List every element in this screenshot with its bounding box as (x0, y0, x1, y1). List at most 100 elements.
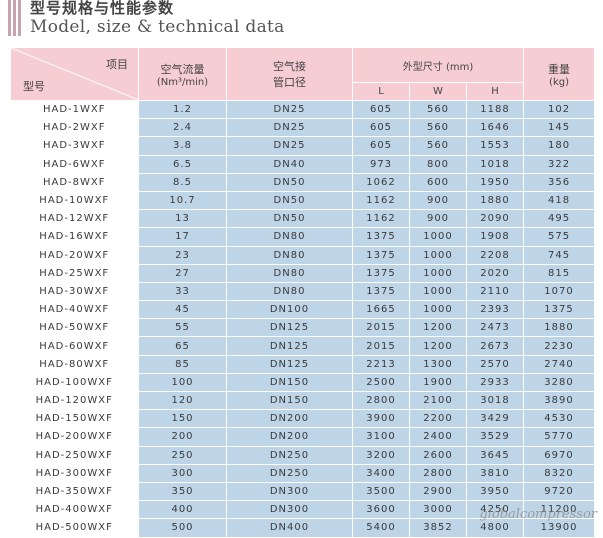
corner-bottom-label: 型号 (23, 80, 45, 93)
spec-table: 项目 型号 空气流量 (Nm³/min) 空气接 管口径 外型尺寸 (mm) 重… (10, 47, 596, 538)
cell-width: 3852 (409, 518, 467, 538)
header-flow-unit: (Nm³/min) (156, 76, 209, 88)
cell-weight: 102 (523, 100, 596, 120)
cell-flow: 33 (138, 282, 227, 302)
cell-model: HAD-20WXF (10, 246, 139, 265)
cell-model: HAD-120WXF (10, 391, 139, 411)
cell-flow: 13 (138, 209, 227, 229)
cell-height: 2110 (466, 282, 525, 302)
cell-length: 3600 (352, 500, 410, 520)
cell-flow: 100 (138, 373, 227, 393)
cell-height: 1908 (466, 227, 525, 247)
cell-model: HAD-1WXF (10, 100, 139, 120)
cell-width: 560 (409, 136, 467, 156)
table-row: HAD-8WXF 8.5 DN50 1062 600 1950 356 (10, 173, 596, 192)
header-H: H (465, 82, 525, 101)
header-dims: 外型尺寸 (mm) (351, 47, 525, 83)
cell-width: 600 (409, 173, 467, 192)
table-row: HAD-25WXF 27 DN80 1375 1000 2020 815 (10, 264, 596, 283)
cell-pipe-size: DN200 (226, 427, 353, 447)
table-row: HAD-10WXF 10.7 DN50 1162 900 1880 418 (10, 191, 596, 211)
cell-height: 2673 (466, 336, 525, 356)
cell-weight: 145 (523, 118, 596, 138)
cell-height: 2570 (466, 355, 525, 374)
cell-height: 3810 (466, 464, 525, 483)
cell-pipe-size: DN250 (226, 446, 353, 465)
cell-height: 1880 (466, 191, 525, 211)
table-row: HAD-400WXF 400 DN300 3600 3000 4250 11200 (10, 500, 596, 520)
cell-height: 2208 (466, 246, 525, 265)
cell-model: HAD-200WXF (10, 427, 139, 447)
cell-model: HAD-6WXF (10, 155, 139, 174)
cell-length: 2500 (352, 373, 410, 393)
cell-flow: 3.8 (138, 136, 227, 156)
cell-model: HAD-150WXF (10, 409, 139, 429)
cell-height: 1018 (466, 155, 525, 174)
cell-height: 3529 (466, 427, 525, 447)
cell-width: 900 (409, 191, 467, 211)
cell-weight: 575 (523, 227, 596, 247)
cell-model: HAD-500WXF (10, 518, 139, 538)
cell-model: HAD-30WXF (10, 282, 139, 302)
cell-width: 1000 (409, 264, 467, 283)
cell-model: HAD-100WXF (10, 373, 139, 393)
cell-height: 1553 (466, 136, 525, 156)
cell-flow: 150 (138, 409, 227, 429)
cell-weight: 11200 (523, 500, 596, 520)
cell-width: 1000 (409, 300, 467, 320)
table-row: HAD-1WXF 1.2 DN25 605 560 1188 102 (10, 100, 596, 120)
cell-length: 605 (352, 136, 410, 156)
cell-length: 2213 (352, 355, 410, 374)
cell-flow: 250 (138, 446, 227, 465)
cell-height: 2933 (466, 373, 525, 393)
cell-weight: 1375 (523, 300, 596, 320)
cell-model: HAD-40WXF (10, 300, 139, 320)
cell-width: 2100 (409, 391, 467, 411)
table-row: HAD-150WXF 150 DN200 3900 2200 3429 4530 (10, 409, 596, 429)
cell-width: 2900 (409, 482, 467, 502)
cell-weight: 9720 (523, 482, 596, 502)
cell-width: 1000 (409, 282, 467, 302)
cell-length: 1375 (352, 264, 410, 283)
cell-length: 1162 (352, 209, 410, 229)
cell-model: HAD-25WXF (10, 264, 139, 283)
cell-weight: 495 (523, 209, 596, 229)
corner-top-label: 项目 (106, 58, 128, 71)
cell-pipe-size: DN125 (226, 318, 353, 338)
cell-width: 900 (409, 209, 467, 229)
cell-model: HAD-3WXF (10, 136, 139, 156)
cell-weight: 745 (523, 246, 596, 265)
cell-flow: 85 (138, 355, 227, 374)
table-row: HAD-300WXF 300 DN250 3400 2800 3810 8320 (10, 464, 596, 483)
cell-flow: 55 (138, 318, 227, 338)
header-weight-label: 重量 (548, 62, 571, 76)
cell-length: 1062 (352, 173, 410, 192)
title-chinese: 型号规格与性能参数 (30, 0, 175, 17)
cell-model: HAD-80WXF (10, 355, 139, 374)
table-row: HAD-120WXF 120 DN150 2800 2100 3018 3890 (10, 391, 596, 411)
cell-height: 2473 (466, 318, 525, 338)
cell-weight: 180 (523, 136, 596, 156)
cell-width: 560 (409, 100, 467, 120)
cell-pipe-size: DN50 (226, 191, 353, 211)
cell-width: 1300 (409, 355, 467, 374)
cell-width: 1000 (409, 227, 467, 247)
cell-width: 560 (409, 118, 467, 138)
cell-height: 1188 (466, 100, 525, 120)
cell-pipe-size: DN50 (226, 173, 353, 192)
cell-weight: 3280 (523, 373, 596, 393)
cell-flow: 500 (138, 518, 227, 538)
cell-weight: 322 (523, 155, 596, 174)
cell-width: 1200 (409, 318, 467, 338)
table-row: HAD-12WXF 13 DN50 1162 900 2090 495 (10, 209, 596, 229)
table-row: HAD-80WXF 85 DN125 2213 1300 2570 2740 (10, 355, 596, 374)
cell-length: 3900 (352, 409, 410, 429)
header-dn-label-1: 空气接 (273, 60, 306, 73)
cell-width: 1200 (409, 336, 467, 356)
cell-weight: 3890 (523, 391, 596, 411)
cell-weight: 1880 (523, 318, 596, 338)
cell-pipe-size: DN50 (226, 209, 353, 229)
cell-width: 3000 (409, 500, 467, 520)
header-L: L (352, 82, 410, 101)
cell-weight: 418 (523, 191, 596, 211)
